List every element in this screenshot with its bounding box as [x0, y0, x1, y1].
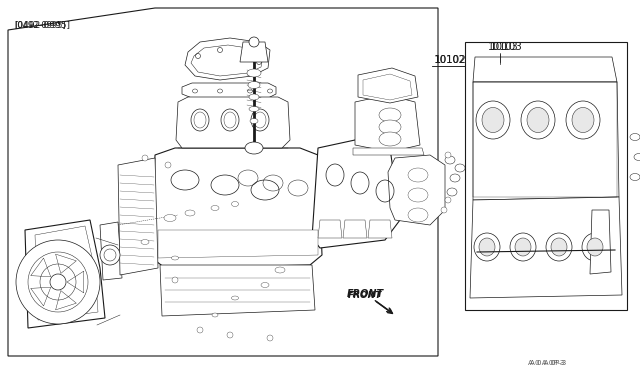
Polygon shape — [312, 140, 400, 248]
Polygon shape — [590, 210, 611, 274]
Circle shape — [100, 245, 120, 265]
Ellipse shape — [261, 282, 269, 288]
Ellipse shape — [551, 238, 567, 256]
Text: A 0 A 0P-3: A 0 A 0P-3 — [530, 360, 566, 366]
Ellipse shape — [634, 154, 640, 160]
Ellipse shape — [164, 215, 176, 221]
Ellipse shape — [248, 81, 260, 89]
Ellipse shape — [185, 210, 195, 216]
Ellipse shape — [250, 119, 258, 124]
Ellipse shape — [447, 188, 457, 196]
Circle shape — [142, 155, 148, 161]
Text: 10103: 10103 — [490, 42, 523, 52]
Bar — [473, 82, 617, 197]
Polygon shape — [152, 148, 322, 268]
Text: [0492-0995]: [0492-0995] — [14, 20, 66, 29]
Text: 10102: 10102 — [435, 55, 466, 65]
Ellipse shape — [249, 94, 259, 100]
Circle shape — [50, 274, 66, 290]
Polygon shape — [470, 197, 622, 298]
Text: FRONT: FRONT — [347, 289, 384, 299]
Text: FRONT: FRONT — [348, 291, 382, 300]
Ellipse shape — [474, 233, 500, 261]
Ellipse shape — [521, 101, 555, 139]
Ellipse shape — [482, 108, 504, 132]
Polygon shape — [100, 222, 122, 280]
Text: [0492-0995]: [0492-0995] — [14, 20, 70, 29]
Ellipse shape — [379, 120, 401, 134]
Ellipse shape — [247, 69, 261, 77]
Ellipse shape — [141, 240, 149, 244]
Text: 10102: 10102 — [434, 55, 467, 65]
Ellipse shape — [582, 233, 608, 261]
Ellipse shape — [479, 238, 495, 256]
Ellipse shape — [212, 313, 218, 317]
Text: A 0 A 0P-3: A 0 A 0P-3 — [528, 360, 564, 366]
Circle shape — [16, 240, 100, 324]
Ellipse shape — [587, 238, 603, 256]
Circle shape — [172, 277, 178, 283]
Ellipse shape — [211, 205, 219, 211]
Polygon shape — [8, 8, 438, 356]
Ellipse shape — [245, 142, 263, 154]
Ellipse shape — [515, 238, 531, 256]
Ellipse shape — [572, 108, 594, 132]
Polygon shape — [182, 83, 276, 98]
Polygon shape — [343, 220, 367, 238]
Ellipse shape — [527, 108, 549, 132]
Circle shape — [249, 37, 259, 47]
Ellipse shape — [566, 101, 600, 139]
Ellipse shape — [379, 132, 401, 146]
Polygon shape — [160, 265, 315, 316]
Polygon shape — [368, 220, 392, 238]
Ellipse shape — [232, 202, 239, 206]
Ellipse shape — [630, 134, 640, 141]
Ellipse shape — [232, 296, 239, 300]
Polygon shape — [388, 155, 445, 225]
Polygon shape — [473, 57, 617, 82]
Ellipse shape — [476, 101, 510, 139]
Polygon shape — [240, 42, 268, 62]
Ellipse shape — [172, 256, 179, 260]
Ellipse shape — [275, 267, 285, 273]
Text: 10103: 10103 — [488, 42, 518, 52]
Polygon shape — [358, 68, 418, 103]
Circle shape — [445, 152, 451, 158]
Bar — [465, 42, 627, 310]
Ellipse shape — [445, 156, 455, 164]
Ellipse shape — [249, 106, 259, 112]
Circle shape — [197, 327, 203, 333]
Ellipse shape — [379, 108, 401, 122]
Polygon shape — [473, 82, 619, 200]
Circle shape — [441, 207, 447, 213]
Polygon shape — [318, 220, 342, 238]
Ellipse shape — [455, 164, 465, 172]
Circle shape — [267, 335, 273, 341]
Circle shape — [227, 332, 233, 338]
Polygon shape — [176, 97, 290, 148]
Circle shape — [445, 197, 451, 203]
Polygon shape — [158, 230, 318, 258]
Circle shape — [165, 162, 171, 168]
Polygon shape — [353, 148, 424, 155]
Ellipse shape — [630, 173, 640, 180]
Ellipse shape — [510, 233, 536, 261]
Polygon shape — [355, 95, 420, 152]
Ellipse shape — [546, 233, 572, 261]
Ellipse shape — [450, 174, 460, 182]
Polygon shape — [118, 158, 158, 275]
Polygon shape — [185, 38, 270, 80]
Polygon shape — [25, 220, 105, 328]
